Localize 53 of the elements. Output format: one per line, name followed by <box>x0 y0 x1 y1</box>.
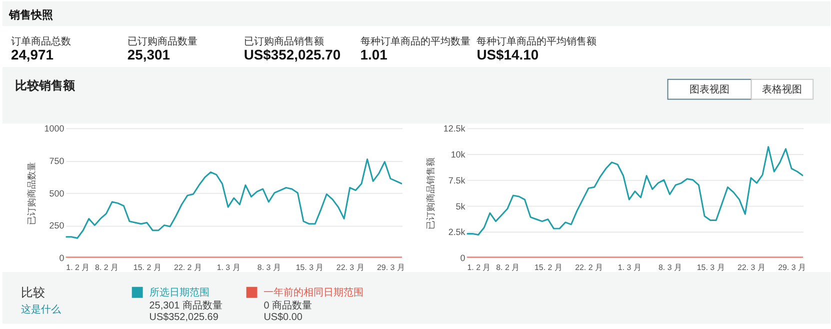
legend-label: 所选日期范围 <box>149 286 210 298</box>
text: 比较销售额 <box>14 78 76 92</box>
y-tick-label: 2.5k <box>448 227 466 238</box>
x-tick-label: 22. 3 月 <box>336 262 364 272</box>
y-tick-label: 5k <box>456 201 466 212</box>
text: 销售快照 <box>8 8 53 22</box>
y-tick-label: 12.5k <box>443 124 466 134</box>
text: 0 商品数量 <box>264 299 312 312</box>
x-tick-label: 22. 2 月 <box>575 262 603 272</box>
text: US$352,025.69 <box>149 312 219 324</box>
y-tick-label: 7.5k <box>448 175 466 186</box>
x-tick-label: 8. 2 月 <box>95 262 119 272</box>
y-axis-title: 已订购商品销售额 <box>425 157 436 230</box>
text: 已订购商品销售额 <box>244 36 324 48</box>
x-tick-label: 1. 2 月 <box>467 262 491 272</box>
text: 24,971 <box>10 46 54 62</box>
text: 每种订单商品的平均销售额 <box>476 36 597 48</box>
x-tick-label: 1. 3 月 <box>618 262 642 272</box>
text: 比较 <box>20 285 45 300</box>
y-tick-label: 500 <box>49 188 64 198</box>
x-tick-label: 22. 2 月 <box>174 262 202 272</box>
y-tick-label: 1000 <box>44 124 64 134</box>
text: US$352,025.70 <box>244 46 341 62</box>
legend-label: 一年前的相同日期范围 <box>264 286 364 298</box>
text: US$0.00 <box>264 312 303 324</box>
x-tick-label: 8. 3 月 <box>257 262 281 272</box>
text: 1.01 <box>360 46 388 62</box>
y-axis-title: 已订购商品数量 <box>26 162 36 225</box>
x-tick-label: 29. 3 月 <box>778 262 806 272</box>
text: 25,301 商品数量 <box>149 299 222 312</box>
x-tick-label: 15. 2 月 <box>534 262 562 272</box>
text: 25,301 <box>127 46 170 62</box>
x-tick-label: 15. 2 月 <box>133 262 162 272</box>
text: 表格视图 <box>762 83 802 96</box>
text: 每种订单商品的平均数量 <box>360 36 470 48</box>
x-tick-label: 15. 3 月 <box>296 262 324 272</box>
text: 图表视图 <box>690 83 730 96</box>
y-tick-label: 0 <box>460 253 466 264</box>
text: US$14.10 <box>476 46 539 62</box>
x-tick-label: 29. 3 月 <box>377 262 405 272</box>
text: 已订购商品数量 <box>127 36 198 48</box>
text: 订单商品总数 <box>10 36 71 48</box>
y-tick-label: 250 <box>49 220 64 231</box>
text: 这是什么 <box>20 303 61 316</box>
y-tick-label: 10k <box>450 150 466 160</box>
x-tick-label: 8. 3 月 <box>658 262 682 272</box>
x-tick-label: 22. 3 月 <box>737 262 766 272</box>
x-tick-label: 8. 2 月 <box>496 262 520 272</box>
x-tick-label: 1. 2 月 <box>66 262 90 272</box>
y-tick-label: 750 <box>49 156 64 166</box>
x-tick-label: 1. 3 月 <box>216 262 240 272</box>
y-tick-label: 0 <box>59 253 64 264</box>
x-tick-label: 15. 3 月 <box>696 262 725 272</box>
